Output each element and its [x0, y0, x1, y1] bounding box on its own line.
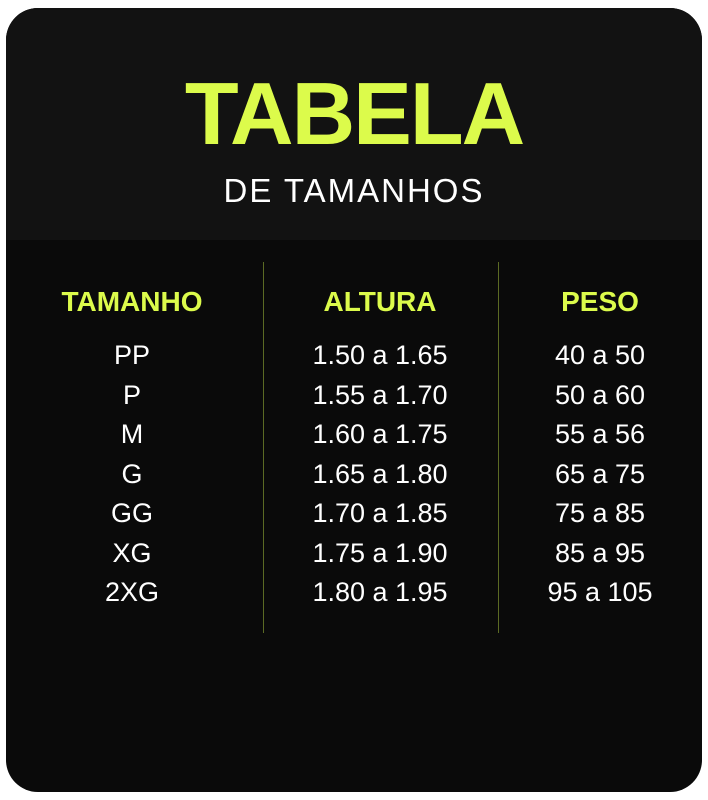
table-cell: 85 a 95 [554, 537, 646, 568]
table-cell: 1.75 a 1.90 [312, 537, 448, 568]
column-divider [263, 262, 264, 633]
table-cell: 40 a 50 [554, 340, 646, 370]
column-header: PESO [561, 286, 639, 317]
table-cell: GG [110, 498, 153, 528]
table-cell: 55 a 56 [554, 419, 646, 449]
table-cell: 75 a 85 [554, 498, 646, 528]
table-cell: 1.65 a 1.80 [312, 458, 448, 489]
column-header: TAMANHO [61, 286, 203, 317]
table-cell: 1.60 a 1.75 [312, 419, 448, 449]
size-chart-card: TABELA DE TAMANHOS TAMANHO PP P M G GG XG 2XG AL… [6, 8, 702, 792]
table-cell: 1.80 a 1.95 [312, 577, 448, 607]
page-subtitle: DE TAMANHOS [223, 172, 485, 209]
table-cell: 1.55 a 1.70 [312, 379, 448, 410]
table-cell: P [122, 379, 141, 410]
table-cell: PP [113, 340, 151, 370]
column-divider [498, 262, 499, 633]
table-column: TAMANHO PP P M G GG XG 2XG [12, 284, 252, 613]
table-cell: M [120, 419, 144, 449]
table-cell: XG [112, 537, 152, 568]
table-cell: 1.50 a 1.65 [312, 340, 448, 370]
table-column: ALTURA 1.50 a 1.65 1.55 a 1.70 1.60 a 1.75 1… [260, 284, 500, 613]
header: TABELA DE TAMANHOS [6, 8, 702, 240]
column-header: ALTURA [323, 286, 437, 317]
table-cell: 50 a 60 [554, 379, 646, 410]
table-cell: G [121, 458, 143, 489]
table-column: PESO 40 a 50 50 a 60 55 a 56 65 a 75 75 a 85 8… [480, 284, 702, 613]
table-cell: 1.70 a 1.85 [312, 498, 448, 528]
table-cell: 95 a 105 [547, 577, 653, 607]
page-title: TABELA [184, 64, 525, 163]
table-cell: 2XG [104, 577, 160, 607]
table-cell: 65 a 75 [554, 458, 646, 489]
